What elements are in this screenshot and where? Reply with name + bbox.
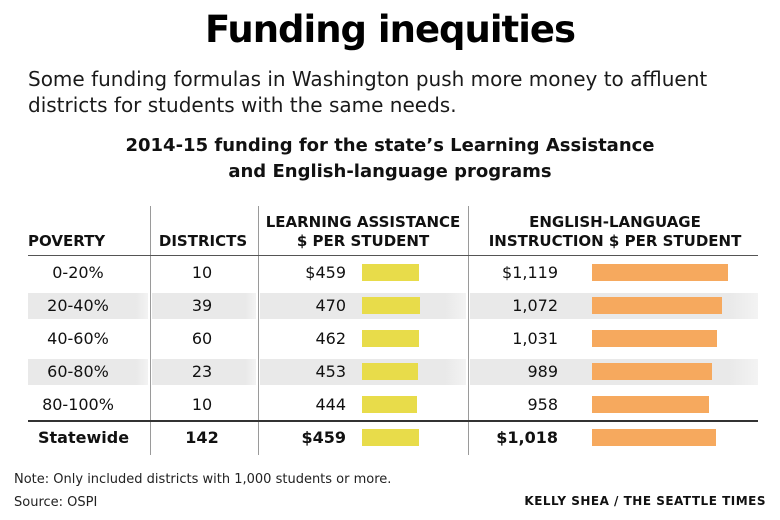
table-title-line-2: and English-language programs [228, 161, 552, 182]
poverty-cell: 20-40% [47, 296, 109, 315]
page-title: Funding inequities [204, 8, 576, 51]
districts-cell: 142 [185, 428, 219, 447]
learning-assistance-value: $459 [301, 428, 346, 447]
learning-assistance-value: 444 [315, 395, 346, 414]
learning-assistance-bar [362, 330, 420, 347]
english-language-value: $1,018 [496, 428, 558, 447]
english-language-value: 958 [527, 395, 558, 414]
credit-line: KELLY SHEA / THE SEATTLE TIMES [524, 494, 766, 508]
row-band [152, 359, 256, 385]
learning-assistance-value: 470 [315, 296, 346, 315]
divider-english-language [468, 206, 469, 455]
header-rule [28, 255, 758, 256]
english-language-value: $1,119 [502, 263, 558, 282]
english-language-value: 989 [527, 362, 558, 381]
header-english-language-line-1: ENGLISH-LANGUAGE [529, 213, 701, 231]
learning-assistance-value: 453 [315, 362, 346, 381]
header-learning-assistance-line-2: $ PER STUDENT [296, 232, 430, 250]
poverty-cell: 60-80% [47, 362, 109, 381]
english-language-bar [592, 363, 713, 380]
districts-cell: 10 [191, 395, 213, 414]
footnote: Note: Only included districts with 1,000… [14, 472, 392, 487]
header-districts: DISTRICTS [158, 232, 248, 250]
header-learning-assistance-line-1: LEARNING ASSISTANCE [265, 213, 461, 231]
learning-assistance-bar [362, 363, 419, 380]
english-language-bar [592, 330, 718, 347]
header-english-language: ENGLISH-LANGUAGE INSTRUCTION $ PER STUDE… [470, 213, 760, 251]
districts-cell: 60 [191, 329, 213, 348]
poverty-cell: Statewide [38, 428, 130, 447]
english-language-bar [592, 396, 709, 413]
english-language-value: 1,031 [512, 329, 558, 348]
districts-cell: 10 [191, 263, 213, 282]
divider-learning-assistance [258, 206, 259, 455]
table-title: 2014-15 funding for the state’s Learning… [0, 133, 780, 185]
learning-assistance-bar [362, 429, 419, 446]
header-english-language-line-2: INSTRUCTION $ PER STUDENT [488, 232, 742, 250]
english-language-value: 1,072 [512, 296, 558, 315]
learning-assistance-value: $459 [305, 263, 346, 282]
districts-cell: 23 [191, 362, 213, 381]
source-line: Source: OSPI [14, 495, 98, 510]
learning-assistance-bar [362, 297, 421, 314]
page-subtitle: Some funding formulas in Washington push… [28, 67, 708, 117]
learning-assistance-bar [362, 264, 419, 281]
poverty-cell: 0-20% [52, 263, 104, 282]
total-rule [28, 420, 758, 422]
english-language-bar [592, 297, 723, 314]
districts-cell: 39 [191, 296, 213, 315]
learning-assistance-bar [362, 396, 418, 413]
row-band [152, 293, 256, 319]
english-language-bar [592, 429, 716, 446]
english-language-bar [592, 264, 729, 281]
header-poverty: POVERTY [28, 232, 106, 250]
header-learning-assistance: LEARNING ASSISTANCE $ PER STUDENT [258, 213, 468, 251]
learning-assistance-value: 462 [315, 329, 346, 348]
table-title-line-1: 2014-15 funding for the state’s Learning… [125, 135, 655, 156]
poverty-cell: 40-60% [47, 329, 109, 348]
poverty-cell: 80-100% [42, 395, 114, 414]
row-band [28, 293, 148, 319]
divider-districts [150, 206, 151, 455]
row-band [28, 359, 148, 385]
